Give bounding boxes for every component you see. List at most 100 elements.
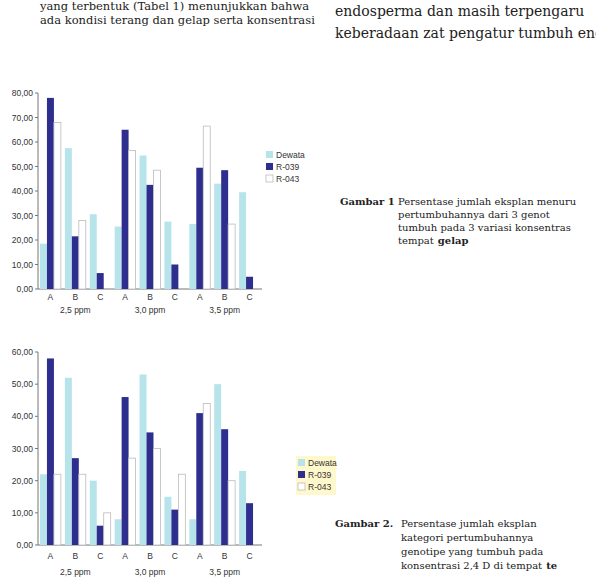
x-tick-label: A bbox=[197, 292, 203, 302]
y-axis bbox=[38, 93, 39, 289]
bar bbox=[153, 449, 160, 546]
x-tick-label: A bbox=[48, 292, 54, 302]
y-tick-label: 0,00 bbox=[16, 540, 33, 550]
x-tick-label: B bbox=[222, 292, 228, 302]
legend: Dewata R-039 R-043 bbox=[266, 150, 305, 184]
bar bbox=[47, 358, 54, 545]
group-label: 3,0 ppm bbox=[135, 567, 166, 577]
x-tick-label: B bbox=[147, 292, 153, 302]
bar bbox=[196, 168, 203, 289]
bar bbox=[189, 224, 196, 289]
x-tick-label: B bbox=[147, 551, 153, 561]
y-tick-label: 20,00 bbox=[12, 476, 34, 486]
caption-emphasis: te bbox=[546, 560, 557, 571]
bars bbox=[40, 358, 253, 545]
bar bbox=[171, 510, 178, 545]
legend-swatch bbox=[298, 471, 305, 478]
y-tick-label: 10,00 bbox=[12, 508, 34, 518]
group-label: 2,5 ppm bbox=[60, 567, 91, 577]
y-tick-label: 30,00 bbox=[12, 444, 34, 454]
bars bbox=[40, 98, 253, 289]
legend: DewataR-039R-043 bbox=[296, 456, 337, 495]
bar bbox=[90, 214, 97, 289]
group-label: 3,0 ppm bbox=[135, 305, 166, 315]
x-tick-label: A bbox=[122, 292, 128, 302]
bar bbox=[189, 519, 196, 545]
body-text: endosperma dan masih terpengaru bbox=[335, 3, 584, 19]
caption-line: konsentrasi 2,4 D di tempat bbox=[401, 560, 542, 571]
y-tick-label: 50,00 bbox=[12, 162, 34, 172]
chart: 0,0010,0020,0030,0040,0050,0060,0070,008… bbox=[12, 88, 305, 315]
group-label: 3,5 ppm bbox=[209, 305, 240, 315]
bar bbox=[115, 519, 122, 545]
page: yang terbentuk (Tabel 1) menunjukkan bah… bbox=[0, 0, 596, 586]
bar bbox=[129, 151, 136, 289]
bar bbox=[72, 458, 79, 545]
bar bbox=[140, 375, 147, 545]
page-background bbox=[0, 0, 596, 586]
bar bbox=[97, 273, 104, 289]
bar bbox=[65, 378, 72, 545]
bar bbox=[246, 503, 253, 545]
bar bbox=[147, 185, 154, 289]
bar bbox=[164, 222, 171, 289]
y-tick-label: 60,00 bbox=[12, 347, 34, 357]
legend-label: Dewata bbox=[276, 150, 305, 160]
x-tick-label: A bbox=[122, 551, 128, 561]
y-tick-label: 0,00 bbox=[16, 284, 33, 294]
bar bbox=[196, 413, 203, 545]
legend-swatch bbox=[298, 483, 305, 490]
bar bbox=[40, 474, 47, 545]
legend-label: Dewata bbox=[308, 458, 337, 468]
legend-swatch bbox=[266, 175, 273, 182]
bar bbox=[129, 458, 136, 545]
bar bbox=[214, 384, 221, 545]
x-tick-label: C bbox=[97, 292, 103, 302]
bar bbox=[40, 244, 47, 289]
y-axis bbox=[38, 352, 39, 545]
bar bbox=[239, 471, 246, 545]
bar bbox=[65, 148, 72, 289]
x-tick-label: B bbox=[222, 551, 228, 561]
caption-emphasis: gelap bbox=[438, 235, 469, 246]
bar bbox=[221, 170, 228, 289]
y-tick-label: 70,00 bbox=[12, 113, 34, 123]
group-label: 3,5 ppm bbox=[209, 567, 240, 577]
x-tick-label: C bbox=[172, 292, 178, 302]
bar bbox=[104, 289, 111, 290]
caption-line: pertumbuhannya dari 3 genot bbox=[398, 209, 550, 220]
x-tick-label: C bbox=[246, 292, 252, 302]
bar bbox=[203, 126, 210, 289]
bar bbox=[171, 265, 178, 290]
bar bbox=[122, 397, 129, 545]
x-tick-label: C bbox=[172, 551, 178, 561]
bar bbox=[153, 170, 160, 289]
legend-label: R-043 bbox=[276, 174, 299, 184]
y-tick-label: 80,00 bbox=[12, 88, 34, 98]
bar bbox=[90, 481, 97, 545]
bar bbox=[253, 545, 260, 546]
bar bbox=[115, 227, 122, 289]
bar bbox=[54, 474, 61, 545]
bar bbox=[203, 403, 210, 545]
bar bbox=[228, 481, 235, 545]
bar bbox=[214, 184, 221, 289]
legend-label: R-039 bbox=[308, 470, 331, 480]
bar bbox=[47, 98, 54, 289]
bar bbox=[228, 224, 235, 289]
bar bbox=[178, 474, 185, 545]
bar bbox=[246, 277, 253, 289]
legend-label: R-039 bbox=[276, 162, 299, 172]
y-tick-label: 60,00 bbox=[12, 137, 34, 147]
bar bbox=[178, 289, 185, 290]
x-tick-label: A bbox=[48, 551, 54, 561]
bar bbox=[97, 526, 104, 545]
bar bbox=[54, 122, 61, 289]
caption-label: Gambar 2. bbox=[335, 518, 393, 529]
x-tick-label: C bbox=[97, 551, 103, 561]
bar bbox=[104, 513, 111, 545]
bar bbox=[140, 155, 147, 289]
bar bbox=[221, 429, 228, 545]
bar bbox=[239, 192, 246, 289]
y-tick-label: 40,00 bbox=[12, 411, 34, 421]
